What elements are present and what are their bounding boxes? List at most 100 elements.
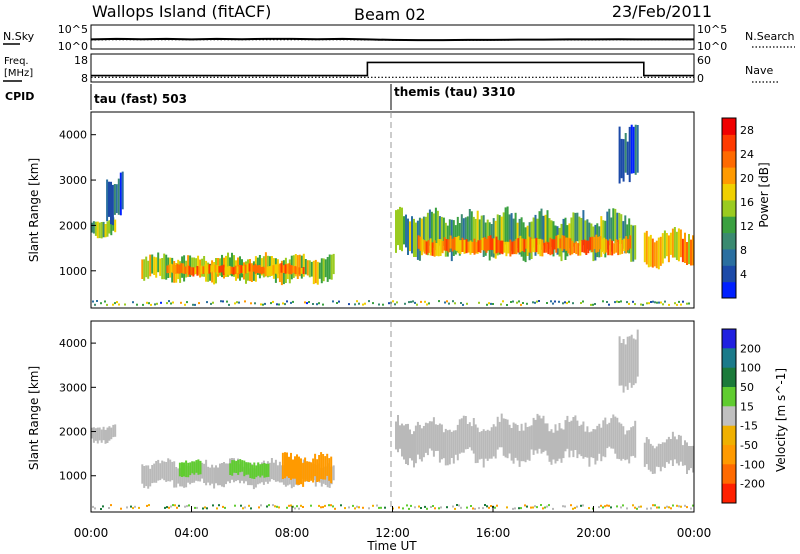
power-cell bbox=[412, 300, 414, 303]
velocity-cell bbox=[308, 461, 311, 482]
velocity-cell bbox=[440, 506, 442, 509]
power-cell bbox=[226, 266, 229, 275]
velocity-cell bbox=[306, 461, 309, 482]
power-cell bbox=[579, 240, 582, 256]
velocity-colorbar-swatch bbox=[722, 367, 736, 388]
velocity-cell bbox=[608, 422, 611, 447]
velocity-cell bbox=[438, 507, 440, 510]
power-cell bbox=[284, 264, 287, 274]
power-cell bbox=[456, 216, 459, 253]
power-cell bbox=[336, 302, 338, 304]
freq-panel-frame bbox=[90, 53, 695, 83]
velocity-cell bbox=[456, 504, 458, 506]
velocity-cell bbox=[186, 505, 188, 508]
power-cell bbox=[218, 266, 221, 273]
power-cell bbox=[532, 217, 535, 248]
velocity-cell bbox=[496, 416, 499, 450]
velocity-cell bbox=[266, 505, 268, 508]
power-colorbar-tick: 8 bbox=[740, 244, 747, 257]
power-cell bbox=[467, 241, 470, 253]
velocity-cell bbox=[580, 504, 582, 507]
power-cell bbox=[290, 301, 292, 304]
power-data-group bbox=[91, 124, 694, 306]
power-cell bbox=[106, 179, 109, 222]
power-cell bbox=[497, 239, 500, 253]
power-cell bbox=[647, 236, 650, 268]
power-cell bbox=[106, 221, 109, 237]
noise-panel-frame bbox=[90, 24, 695, 50]
power-cell bbox=[242, 265, 245, 274]
velocity-cell bbox=[199, 460, 202, 475]
velocity-cell bbox=[452, 430, 455, 464]
power-cell bbox=[663, 230, 666, 259]
power-cell bbox=[292, 265, 295, 273]
velocity-cell bbox=[416, 421, 419, 455]
power-cell bbox=[460, 302, 462, 304]
velocity-cell bbox=[104, 429, 107, 444]
power-cell bbox=[682, 300, 684, 303]
power-cell bbox=[200, 265, 203, 274]
power-cell bbox=[554, 300, 556, 303]
power-cell bbox=[536, 300, 538, 303]
velocity-cell bbox=[167, 458, 170, 482]
power-cell bbox=[603, 237, 606, 254]
velocity-cell bbox=[265, 463, 268, 478]
power-cell bbox=[477, 240, 480, 252]
velocity-region-early-echoes bbox=[91, 424, 117, 444]
velocity-cell bbox=[514, 507, 516, 510]
power-cell bbox=[288, 263, 291, 275]
power-cell bbox=[557, 234, 560, 249]
noise-series-1 bbox=[90, 38, 694, 41]
power-cell bbox=[544, 214, 547, 249]
power-cell bbox=[157, 252, 160, 273]
date-label: 23/Feb/2011 bbox=[612, 2, 712, 21]
velocity-cell bbox=[237, 459, 240, 475]
velocity-cell bbox=[542, 507, 544, 510]
power-cell bbox=[529, 237, 532, 253]
velocity-cell bbox=[243, 460, 246, 477]
velocity-cell bbox=[466, 506, 468, 509]
power-cell bbox=[458, 223, 461, 256]
velocity-cell bbox=[622, 426, 625, 459]
time-tick-label: 00:00 bbox=[677, 526, 712, 540]
power-cell bbox=[252, 265, 255, 272]
power-cell bbox=[332, 253, 335, 275]
power-cell bbox=[216, 265, 219, 275]
power-cell bbox=[276, 263, 279, 275]
power-cell bbox=[358, 302, 360, 305]
power-cell bbox=[296, 267, 299, 275]
velocity-cell bbox=[179, 468, 182, 487]
power-cell bbox=[664, 300, 666, 303]
velocity-cell bbox=[646, 507, 648, 510]
freq-label: Freq. bbox=[4, 56, 29, 67]
power-cell bbox=[626, 301, 628, 304]
velocity-cell bbox=[546, 505, 548, 508]
velocity-colorbar-tick: -100 bbox=[740, 458, 765, 471]
power-cell bbox=[613, 243, 616, 254]
power-cell bbox=[304, 301, 306, 304]
power-cell bbox=[645, 230, 648, 265]
velocity-cell bbox=[234, 504, 236, 507]
velocity-cell bbox=[408, 507, 410, 510]
velocity-colorbar-swatch bbox=[722, 406, 736, 427]
power-cell bbox=[441, 240, 444, 254]
velocity-cell bbox=[138, 506, 140, 509]
power-cell bbox=[648, 302, 650, 305]
power-cell bbox=[414, 222, 417, 257]
power-cell bbox=[553, 239, 556, 250]
power-cell bbox=[417, 235, 420, 249]
power-cell bbox=[92, 300, 94, 303]
power-cell bbox=[227, 252, 229, 277]
velocity-cell bbox=[201, 462, 204, 479]
power-cell bbox=[300, 255, 303, 279]
power-cell bbox=[454, 302, 456, 305]
velocity-cell bbox=[434, 424, 437, 451]
power-cell bbox=[649, 234, 652, 267]
power-cell bbox=[292, 300, 294, 303]
power-colorbar-frame bbox=[721, 117, 737, 299]
power-cell bbox=[510, 301, 512, 303]
power-cell bbox=[231, 252, 233, 277]
power-cell bbox=[160, 301, 162, 304]
power-cell bbox=[163, 253, 166, 280]
power-cell bbox=[488, 302, 490, 305]
